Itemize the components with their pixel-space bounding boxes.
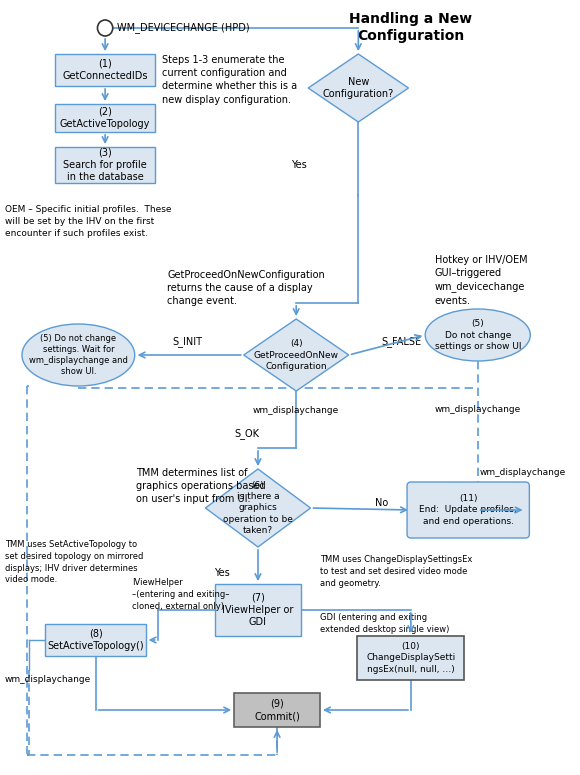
FancyBboxPatch shape: [357, 636, 465, 680]
Text: (6)
is there a
graphics
operation to be
taken?: (6) is there a graphics operation to be …: [223, 481, 293, 535]
Text: (2)
GetActiveTopology: (2) GetActiveTopology: [60, 107, 150, 129]
Text: wm_displaychange: wm_displaychange: [480, 468, 566, 477]
Text: No: No: [375, 498, 388, 508]
FancyBboxPatch shape: [55, 147, 155, 183]
FancyBboxPatch shape: [234, 693, 320, 727]
Text: WM_DEVICECHANGE (HPD): WM_DEVICECHANGE (HPD): [117, 22, 249, 33]
Ellipse shape: [22, 324, 135, 386]
Text: (11)
End:  Update profiles,
and end operations.: (11) End: Update profiles, and end opera…: [419, 494, 517, 525]
Text: wm_displaychange: wm_displaychange: [435, 405, 521, 414]
Text: (3)
Search for profile
in the database: (3) Search for profile in the database: [63, 147, 147, 182]
Polygon shape: [308, 54, 408, 122]
Text: TMM determines list of
graphics operations based
on user's input from UI.: TMM determines list of graphics operatio…: [136, 468, 265, 505]
Text: (9)
Commit(): (9) Commit(): [254, 699, 300, 722]
Text: (5) Do not change
settings. Wait for
wm_displaychange and
show UI.: (5) Do not change settings. Wait for wm_…: [29, 334, 128, 376]
Text: (4)
GetProceedOnNew
Configuration: (4) GetProceedOnNew Configuration: [253, 339, 339, 370]
Text: (1)
GetConnectedIDs: (1) GetConnectedIDs: [63, 59, 148, 81]
Polygon shape: [205, 469, 310, 547]
Text: IViewHelper
–(entering and exiting–
cloned, external only): IViewHelper –(entering and exiting– clon…: [132, 578, 229, 611]
FancyBboxPatch shape: [55, 104, 155, 132]
Text: Steps 1-3 enumerate the
current configuration and
determine whether this is a
ne: Steps 1-3 enumerate the current configur…: [162, 55, 298, 105]
Text: New
Configuration?: New Configuration?: [322, 77, 394, 99]
FancyBboxPatch shape: [215, 584, 301, 636]
Ellipse shape: [425, 309, 530, 361]
Circle shape: [97, 20, 113, 36]
Text: (10)
ChangeDisplaySetti
ngsEx(null, null, …): (10) ChangeDisplaySetti ngsEx(null, null…: [366, 642, 455, 673]
FancyBboxPatch shape: [407, 482, 530, 538]
Text: GDI (entering and exiting
extended desktop single view): GDI (entering and exiting extended deskt…: [320, 613, 450, 634]
Text: TMM uses ChangeDisplaySettingsEx
to test and set desired video mode
and geometry: TMM uses ChangeDisplaySettingsEx to test…: [320, 555, 473, 587]
Polygon shape: [244, 319, 349, 391]
Text: (5)
Do not change
settings or show UI: (5) Do not change settings or show UI: [434, 319, 521, 350]
Text: S_OK: S_OK: [234, 428, 259, 439]
Text: TMM uses SetActiveTopology to
set desired topology on mirrored
displays; IHV dri: TMM uses SetActiveTopology to set desire…: [5, 540, 143, 584]
Text: (8)
SetActiveTopology(): (8) SetActiveTopology(): [47, 629, 144, 651]
Text: OEM – Specific initial profiles.  These
will be set by the IHV on the first
enco: OEM – Specific initial profiles. These w…: [5, 205, 171, 238]
Text: S_FALSE: S_FALSE: [381, 336, 422, 347]
Text: Hotkey or IHV/OEM
GUI–triggered
wm_devicechange
events.: Hotkey or IHV/OEM GUI–triggered wm_devic…: [435, 255, 527, 305]
Text: Handling a New
Configuration: Handling a New Configuration: [349, 12, 473, 43]
Text: S_INIT: S_INIT: [172, 336, 202, 347]
Text: wm_displaychange: wm_displaychange: [5, 676, 91, 684]
Text: wm_displaychange: wm_displaychange: [253, 406, 339, 415]
Text: Yes: Yes: [291, 160, 307, 170]
FancyBboxPatch shape: [55, 54, 155, 86]
Text: (7)
IViewHelper or
GDI: (7) IViewHelper or GDI: [222, 593, 293, 628]
FancyBboxPatch shape: [45, 624, 146, 656]
Text: Yes: Yes: [213, 568, 229, 578]
Text: GetProceedOnNewConfiguration
returns the cause of a display
change event.: GetProceedOnNewConfiguration returns the…: [167, 270, 325, 306]
